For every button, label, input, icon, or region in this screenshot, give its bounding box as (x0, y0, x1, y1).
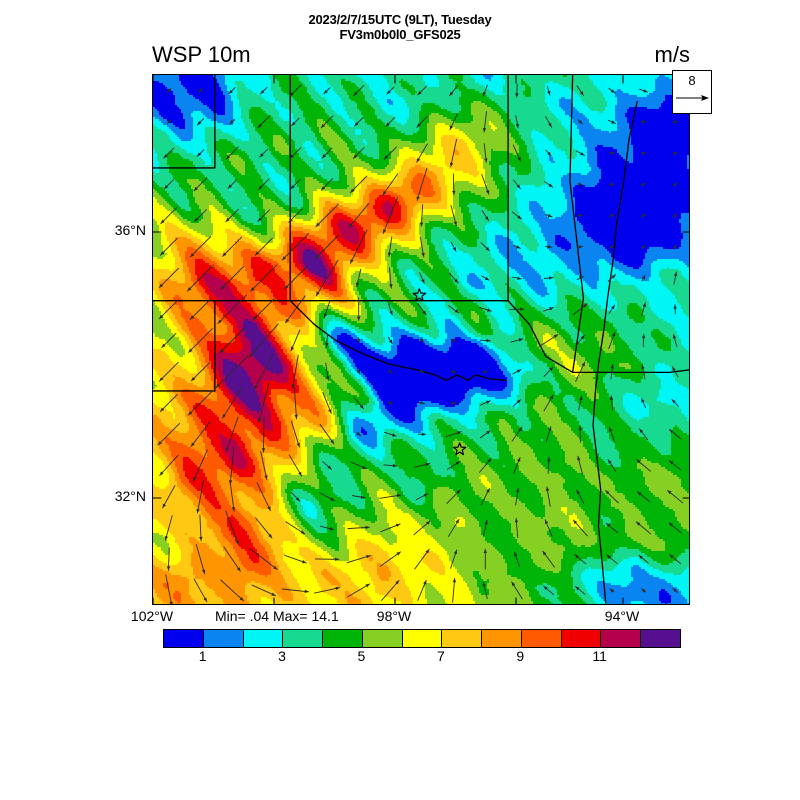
right-arrow-icon (676, 95, 709, 101)
lon-label-0: 102°W (130, 608, 174, 624)
lon-label-1: 98°W (376, 608, 412, 624)
reference-vector-key: 8 (672, 70, 712, 114)
colorbar-segment-3 (283, 630, 324, 647)
colorbar-tick-labels: 1 3 5 7 9 11 (163, 648, 681, 666)
colorbar-segment-5 (362, 630, 403, 647)
wind-speed-heatmap-canvas (153, 75, 689, 604)
minmax-annotation: Min= .04 Max= 14.1 (215, 608, 339, 624)
colorbar-segment-12 (641, 630, 680, 647)
colorbar-tick-7: 7 (436, 648, 445, 664)
colorbar-segment-10 (561, 630, 602, 647)
colorbar-segment-9 (521, 630, 562, 647)
colorbar-tick-3: 3 (278, 648, 286, 664)
field-title: WSP 10m (152, 42, 251, 67)
datetime-title: 2023/2/7/15UTC (9LT), Tuesday (308, 12, 492, 27)
colorbar-tick-11: 11 (592, 648, 607, 664)
colorbar-tick-1: 1 (198, 648, 207, 664)
lat-label-0: 36°N (114, 222, 146, 238)
units-label: m/s (654, 42, 690, 67)
reference-vector-magnitude: 8 (688, 73, 696, 88)
colorbar-segment-2 (243, 630, 284, 647)
map-plot-area[interactable] (152, 74, 690, 605)
colorbar-segment-4 (323, 630, 363, 647)
colorbar-segment-1 (203, 630, 244, 647)
colorbar-segment-8 (482, 630, 522, 647)
model-title: FV3m0b0l0_GFS025 (339, 27, 461, 42)
colorbar-tick-9: 9 (516, 648, 525, 664)
colorbar[interactable] (163, 629, 681, 648)
colorbar-segment-0 (164, 630, 204, 647)
lat-label-1: 32°N (114, 488, 146, 504)
figure-title: 2023/2/7/15UTC (9LT), Tuesday FV3m0b0l0_… (0, 12, 800, 42)
colorbar-segment-11 (601, 630, 642, 647)
lon-label-2: 94°W (604, 608, 640, 624)
colorbar-segment-7 (442, 630, 483, 647)
colorbar-tick-5: 5 (357, 648, 366, 664)
colorbar-segment-6 (402, 630, 443, 647)
